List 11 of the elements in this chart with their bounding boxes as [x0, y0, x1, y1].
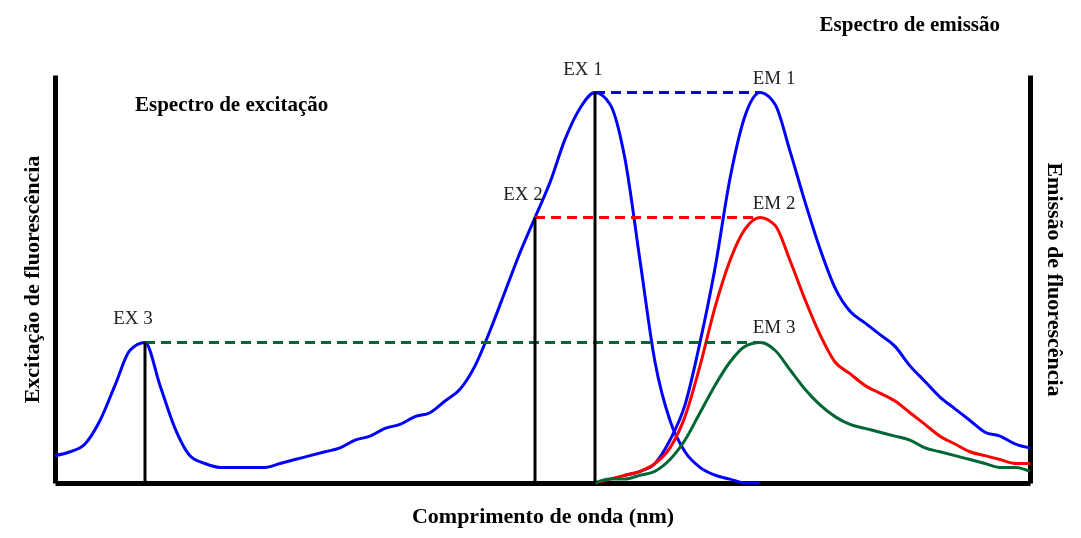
text: Espectro de emissão [819, 12, 1000, 36]
x-axis-title: Comprimento de onda (nm) [411, 502, 675, 528]
series-label: EX 3 [113, 307, 153, 329]
annotation: Espectro de excitação [135, 92, 329, 116]
series-label: EM 1 [752, 66, 796, 88]
series-label: EX 2 [503, 182, 543, 204]
y2-axis-title: Emissão de fluorescência [1042, 162, 1068, 397]
series-label: EX 1 [563, 57, 603, 79]
y-axis-title: Excitação de fluorescência [18, 155, 44, 404]
series-label: EM 3 [752, 316, 796, 338]
series-label: EM 2 [752, 191, 796, 213]
